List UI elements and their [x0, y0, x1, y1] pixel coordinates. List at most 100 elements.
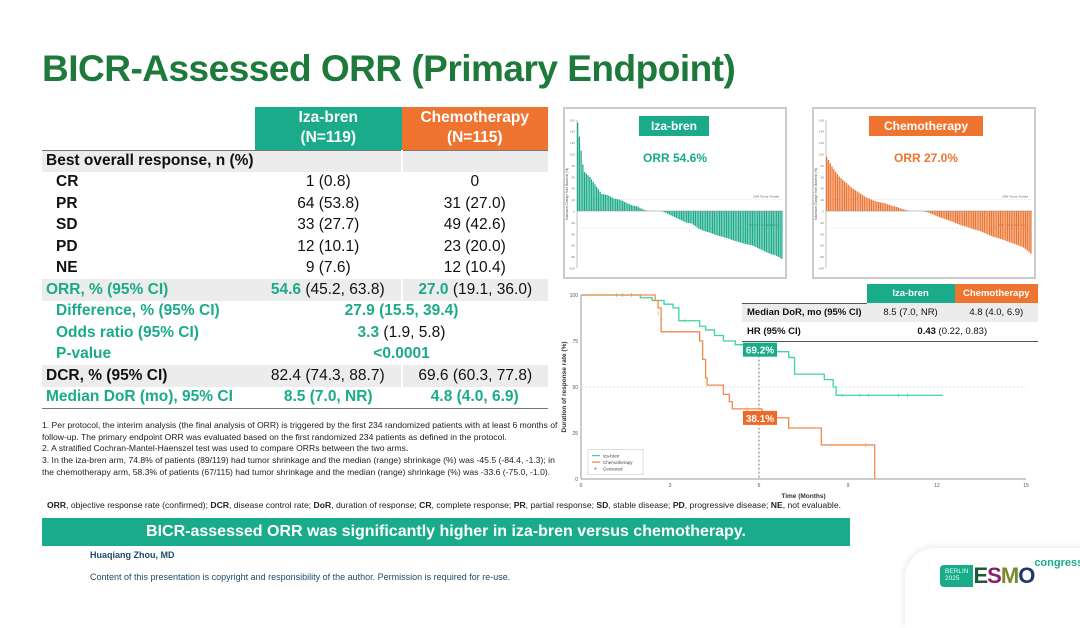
waterfall-bar — [741, 211, 742, 243]
waterfall-bar — [688, 211, 689, 223]
response-table: Iza-bren(N=119) Chemotherapy(N=115) Best… — [42, 107, 548, 409]
y-tick-label: 140 — [819, 130, 824, 134]
waterfall-bar — [887, 204, 888, 211]
waterfall-bar — [752, 211, 753, 245]
waterfall-bar — [1023, 211, 1024, 248]
y-tick-label: -40 — [571, 232, 576, 236]
waterfall-bar — [726, 211, 727, 238]
waterfall-bar — [1019, 211, 1020, 246]
waterfall-bar — [721, 211, 722, 237]
reference-label: 20% Tumor Growth — [1002, 195, 1028, 199]
waterfall-bar — [855, 190, 856, 211]
y-tick-label: 160 — [570, 118, 575, 122]
waterfall-bar — [953, 211, 954, 222]
waterfall-bar — [894, 206, 895, 211]
legend-label: Censored — [603, 466, 623, 471]
waterfall-bar — [754, 211, 755, 246]
waterfall-bar — [935, 211, 936, 216]
waterfall-bar — [874, 201, 875, 211]
waterfall-bar — [612, 198, 613, 211]
waterfall-bar — [757, 211, 758, 248]
y-tick-label: 80 — [821, 164, 825, 168]
waterfall-bar — [606, 195, 607, 211]
waterfall-bar — [982, 211, 983, 232]
orr-row: ORR, % (95% CI)54.6 (45.2, 63.8)27.0 (19… — [42, 279, 548, 301]
waterfall-bar — [717, 211, 718, 236]
waterfall-bar — [778, 211, 779, 257]
waterfall-bar — [587, 175, 588, 211]
waterfall-bar — [869, 199, 870, 211]
waterfall-bar — [774, 211, 775, 255]
waterfall-bar — [890, 205, 891, 211]
y-tick-label: -80 — [571, 255, 576, 259]
waterfall-title: Iza-bren — [639, 116, 709, 136]
waterfall-bar — [862, 195, 863, 211]
waterfall-bar — [991, 211, 992, 236]
waterfall-bar — [709, 211, 710, 232]
waterfall-bar — [1011, 211, 1012, 243]
waterfall-bar — [764, 211, 765, 251]
waterfall-bar — [849, 186, 850, 211]
waterfall-bar — [677, 211, 678, 219]
waterfall-bar — [733, 211, 734, 240]
waterfall-bar — [684, 211, 685, 222]
waterfall-bar — [853, 189, 854, 211]
waterfall-bar — [1005, 211, 1006, 241]
waterfall-bar — [579, 137, 580, 211]
waterfall-bar — [948, 211, 949, 220]
y-tick-label: 20 — [572, 198, 576, 202]
waterfall-bar — [714, 211, 715, 234]
odds-ratio-row: Odds ratio (95% CI)3.3 (1.9, 5.8) — [42, 322, 548, 344]
waterfall-bar — [976, 211, 977, 230]
waterfall-bar — [1002, 211, 1003, 240]
waterfall-bar — [769, 211, 770, 254]
x-tick-label: 9 — [847, 483, 850, 489]
waterfall-bar — [624, 202, 625, 211]
waterfall-bar — [856, 191, 857, 211]
waterfall-bar — [1012, 211, 1013, 243]
waterfall-bar — [989, 211, 990, 235]
waterfall-bar — [996, 211, 997, 238]
waterfall-bar — [880, 202, 881, 211]
waterfall-bar — [580, 151, 581, 211]
waterfall-bar — [627, 203, 628, 211]
y-tick-label: -60 — [571, 244, 576, 248]
waterfall-bar — [1003, 211, 1004, 240]
y-tick-label: -60 — [820, 244, 825, 248]
waterfall-bar — [968, 211, 969, 227]
y-tick-label: -40 — [820, 232, 825, 236]
x-tick-label: 0 — [580, 483, 583, 489]
waterfall-bar — [598, 189, 599, 211]
section-row: Best overall response, n (%) — [42, 150, 548, 172]
legend-label: Chemotherapy — [603, 460, 633, 465]
waterfall-bar — [1028, 211, 1029, 252]
waterfall-bar — [613, 199, 614, 211]
waterfall-bar — [957, 211, 958, 224]
copyright-notice: Content of this presentation is copyrigh… — [90, 572, 510, 582]
waterfall-bar — [882, 203, 883, 211]
y-tick-label: 25 — [572, 431, 578, 437]
waterfall-bar — [950, 211, 951, 221]
y-tick-label: -80 — [820, 255, 825, 259]
legend-swatch: + — [594, 467, 597, 473]
waterfall-bar — [596, 187, 597, 211]
waterfall-bar — [690, 211, 691, 223]
waterfall-bar — [941, 211, 942, 218]
waterfall-bar — [683, 211, 684, 221]
y-tick-label: 20 — [821, 198, 825, 202]
waterfall-bar — [975, 211, 976, 230]
waterfall-bar — [698, 211, 699, 229]
waterfall-bar — [1007, 211, 1008, 241]
waterfall-bar — [830, 163, 831, 211]
waterfall-bar — [840, 178, 841, 211]
waterfall-bar — [933, 211, 934, 215]
waterfall-bar — [1025, 211, 1026, 249]
waterfall-bar — [608, 196, 609, 211]
footnotes: 1. Per protocol, the interim analysis (t… — [42, 420, 567, 479]
waterfall-bar — [987, 211, 988, 235]
waterfall-bar — [674, 211, 675, 217]
waterfall-bar — [745, 211, 746, 244]
